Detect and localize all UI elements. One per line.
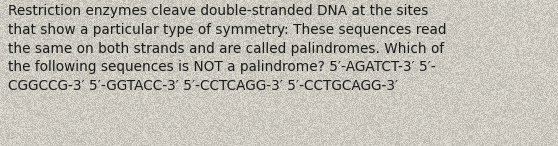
Text: Restriction enzymes cleave double-stranded DNA at the sites
that show a particul: Restriction enzymes cleave double-strand… [8, 4, 447, 93]
